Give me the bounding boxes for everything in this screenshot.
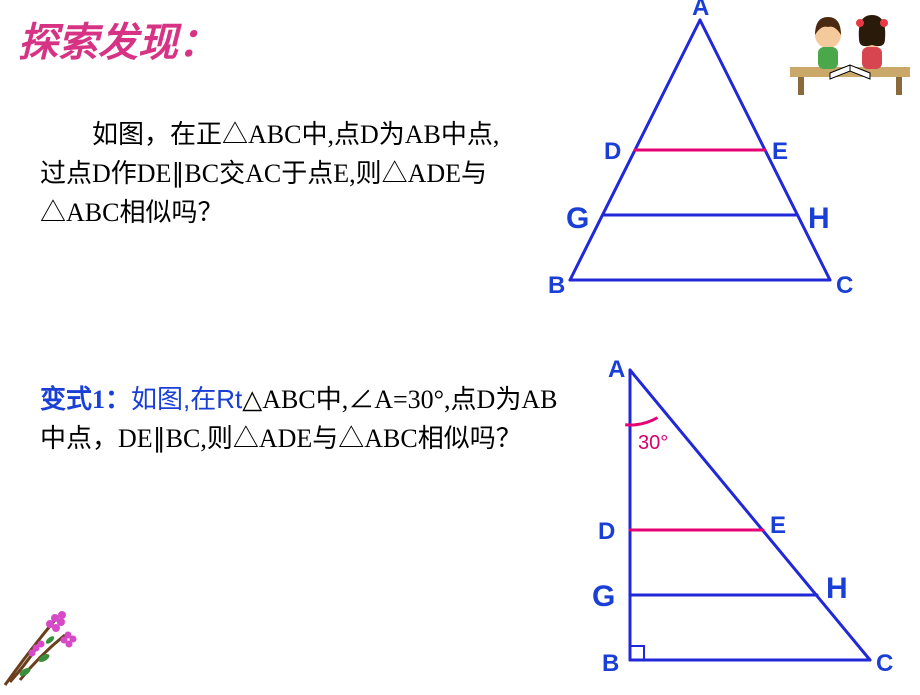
vertex-label-E: E [770, 512, 786, 540]
vertex-label-C: C [836, 272, 853, 300]
vertex-label-H: H [808, 202, 830, 236]
vertex-label-E: E [772, 138, 788, 166]
vertex-label-A: A [608, 356, 625, 384]
vertex-label-D: D [598, 518, 615, 546]
rt-prefix: 如图,在Rt [131, 384, 242, 414]
vertex-label-G: G [566, 202, 589, 236]
kids-studying-icon [790, 5, 910, 95]
flower-branch-icon [0, 580, 120, 690]
vertex-label-B: B [602, 650, 619, 678]
vertex-label-A: A [692, 0, 709, 22]
problem-1-text: 如图，在正△ABC中,点D为AB中点,过点D作DE∥BC交AC于点E,则△ADE… [40, 115, 500, 232]
variant-label: 变式1： [40, 385, 131, 414]
problem-2-text: 变式1：如图,在Rt△ABC中,∠A=30°,点D为AB中点，DE∥BC,则△A… [40, 380, 560, 458]
vertex-label-H: H [826, 572, 848, 606]
vertex-label-D: D [604, 138, 621, 166]
diagram-2: A B C D E G H 30° [570, 350, 900, 680]
angle-label-30: 30° [638, 432, 668, 455]
vertex-label-G: G [592, 580, 615, 614]
page-title: 探索发现： [18, 10, 218, 68]
vertex-label-B: B [548, 272, 565, 300]
vertex-label-C: C [876, 650, 893, 678]
